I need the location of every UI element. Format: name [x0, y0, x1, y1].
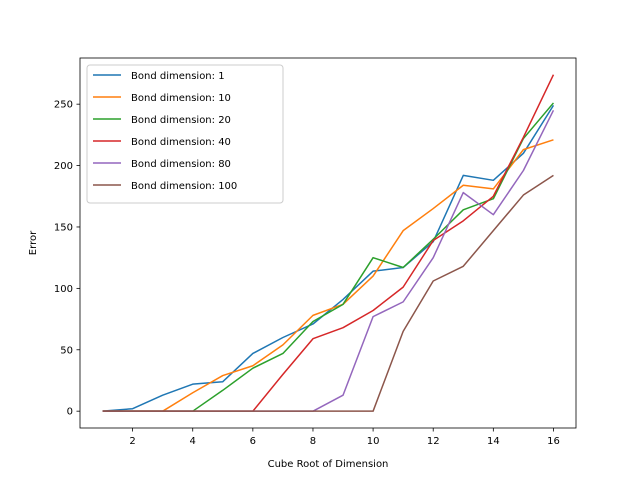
y-axis-ticks: 0 50 100 150 200 250	[54, 100, 80, 418]
y-tick-label: 50	[60, 345, 73, 356]
legend-label-6: Bond dimension: 100	[131, 181, 237, 192]
x-tick-label: 2	[129, 436, 135, 447]
x-tick-label: 6	[250, 436, 256, 447]
legend-label-3: Bond dimension: 20	[131, 115, 231, 126]
legend: Bond dimension: 1 Bond dimension: 10 Bond …	[86, 64, 284, 204]
series-line-1	[102, 105, 555, 412]
y-tick-label: 0	[67, 407, 73, 418]
plot-lines	[102, 74, 555, 412]
y-tick-label: 150	[54, 222, 73, 233]
legend-label-4: Bond dimension: 40	[131, 137, 231, 148]
x-tick-label: 16	[547, 436, 560, 447]
series-line-6	[102, 174, 554, 412]
y-tick-label: 200	[54, 161, 73, 172]
x-tick-label: 4	[190, 436, 196, 447]
x-axis-ticks: 2 4 6 8 10 12 14 16	[129, 428, 560, 447]
legend-box	[86, 64, 284, 204]
y-tick-label: 100	[54, 284, 73, 295]
x-tick-label: 10	[367, 436, 380, 447]
x-axis-label: Cube Root of Dimension	[268, 459, 389, 470]
y-tick-label: 250	[54, 100, 73, 111]
legend-label-1: Bond dimension: 1	[131, 71, 225, 82]
y-axis-label: Error	[28, 230, 39, 255]
legend-label-2: Bond dimension: 10	[131, 93, 231, 104]
x-tick-label: 12	[427, 436, 440, 447]
series-line-2	[102, 139, 554, 412]
legend-label-5: Bond dimension: 80	[131, 159, 231, 170]
x-tick-label: 8	[310, 436, 316, 447]
x-tick-label: 14	[487, 436, 500, 447]
plot-frame	[79, 57, 577, 429]
